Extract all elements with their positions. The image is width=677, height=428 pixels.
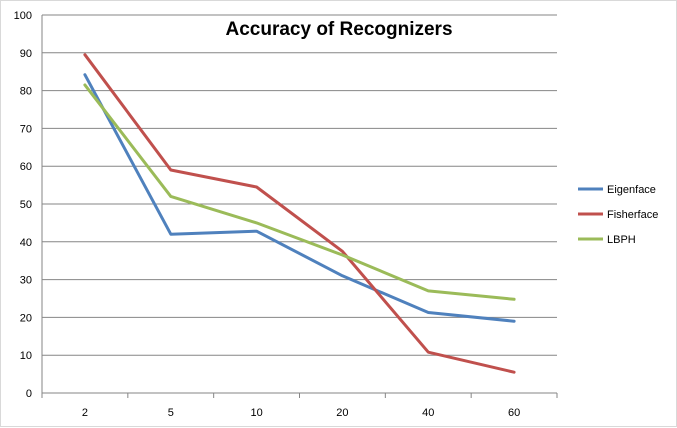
y-tick-label: 0 (26, 388, 32, 400)
y-tick-label: 10 (20, 350, 32, 362)
y-tick-label: 70 (20, 123, 32, 135)
legend-label: Eigenface (607, 184, 656, 196)
legend-label: LBPH (607, 234, 636, 246)
x-tick-label: 20 (336, 407, 348, 419)
y-tick-label: 60 (20, 161, 32, 173)
y-tick-label: 90 (20, 48, 32, 60)
x-tick-label: 5 (168, 407, 174, 419)
series-lines (85, 55, 514, 373)
chart-title: Accuracy of Recognizers (225, 19, 452, 40)
gridlines (42, 15, 557, 355)
y-tick-label: 20 (20, 312, 32, 324)
x-tick-label: 40 (422, 407, 434, 419)
y-tick-label: 100 (14, 10, 32, 22)
axes: 0 10 20 30 40 50 60 70 80 90 100 2 5 10 20 40 60 (14, 10, 557, 419)
x-tick-label: 10 (250, 407, 262, 419)
series-line-eigenface (85, 75, 514, 322)
x-tick-label: 60 (508, 407, 520, 419)
y-tick-label: 50 (20, 199, 32, 211)
y-tick-label: 80 (20, 86, 32, 98)
legend: Eigenface Fisherface LBPH (578, 184, 658, 246)
x-tick-label: 2 (82, 407, 88, 419)
series-line-fisherface (85, 55, 514, 373)
y-tick-label: 30 (20, 275, 32, 287)
legend-label: Fisherface (607, 209, 658, 221)
y-tick-label: 40 (20, 237, 32, 249)
